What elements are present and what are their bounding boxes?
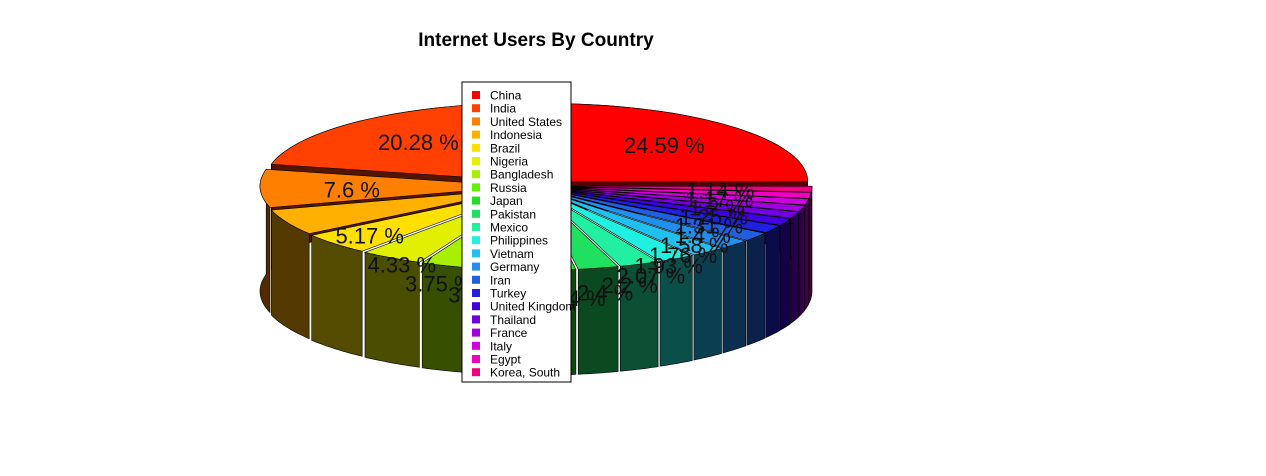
legend-label-italy: Italy [490,339,512,353]
slice-label-france: 1.25 % [679,205,748,230]
slice-side-italy [804,198,810,311]
slice-side-united-kingdom [779,218,791,331]
slice-label-germany: 1.93 % [634,254,703,279]
legend-swatch-japan [472,196,480,205]
slice-label-turkey: 1.58 % [660,233,729,258]
slice-korea-south [549,185,813,193]
slice-side-thailand [790,211,799,324]
slice-label-india: 20.28 % [378,130,459,155]
legend-label-turkey: Turkey [490,287,526,301]
legend-label-france: France [490,326,528,340]
legend-swatch-united-kingdom [472,302,480,311]
legend-label-china: China [490,89,522,103]
legend-swatch-germany [472,262,480,271]
legend-label-nigeria: Nigeria [490,155,528,169]
slice-side-iran [746,232,766,346]
slice-label-iran: 1.76 % [649,243,718,268]
legend-label-iran: Iran [490,273,511,287]
legend-swatch-united-states [472,117,480,126]
slice-indonesia [270,188,524,235]
slice-united-kingdom [548,188,792,226]
slice-label-mexico: 2.4 % [577,280,633,305]
legend-swatch-korea-south [472,368,480,377]
slice-label-vietnam: 2.07 % [617,264,686,289]
legend-label-vietnam: Vietnam [490,247,534,261]
slice-label-united-kingdom: 1.4 % [675,223,731,248]
slice-philippines [542,191,694,262]
legend-label-indonesia: Indonesia [490,128,542,142]
legend-label-germany: Germany [490,260,539,274]
legend-swatch-india [472,104,480,113]
slice-side-brazil [311,234,363,357]
slice-side-turkey [765,225,780,339]
legend-swatch-pakistan [472,209,480,218]
legend-swatch-thailand [472,315,480,324]
legend-label-pakistan: Pakistan [490,207,536,221]
legend-label-mexico: Mexico [490,221,528,235]
slice-label-china: 24.59 % [624,133,705,158]
slice-label-italy: 1.2 % [689,196,745,221]
legend-swatch-vietnam [472,249,480,258]
legend-swatch-china [472,91,480,99]
slice-iran [547,189,766,241]
legend-label-brazil: Brazil [490,141,520,155]
legend-label-united-kingdom: United Kingdom [490,300,575,314]
legend-swatch-bangladesh [472,170,480,179]
legend-label-india: India [490,102,516,116]
legend-label-russia: Russia [490,181,527,195]
legend-label-korea-south: Korea, South [490,366,560,380]
slice-side-france [798,204,805,318]
legend-label-thailand: Thailand [490,313,536,327]
legend-label-philippines: Philippines [490,234,548,248]
legend-label-egypt: Egypt [490,353,521,367]
slice-italy [549,186,810,206]
slice-turkey [547,188,781,233]
slice-germany [546,190,747,249]
slice-label-indonesia: 5.17 % [335,224,404,249]
legend-swatch-russia [472,183,480,192]
slice-label-korea-south: 1.14 % [686,178,755,203]
legend-swatch-france [472,328,480,337]
legend-label-bangladesh: Bangladesh [490,168,553,182]
slice-label-thailand: 1.31 % [675,214,744,239]
legend-swatch-nigeria [472,157,480,165]
slice-thailand [549,187,800,219]
legend-label-united-states: United States [490,115,562,129]
slice-side-egypt [808,192,812,305]
legend-swatch-italy [472,341,480,350]
legend-label-japan: Japan [490,194,523,208]
legend-swatch-brazil [472,143,480,152]
slice-egypt [549,186,812,199]
legend-swatch-mexico [472,223,480,231]
slice-china [537,103,809,182]
slice-label-philippines: 2.2 % [602,273,658,298]
legend-swatch-philippines [472,236,480,245]
chart-title: Internet Users By Country [418,30,654,51]
slice-label-brazil: 4.33 % [368,253,437,278]
legend-swatch-turkey [472,289,480,297]
slice-vietnam [544,190,723,256]
legend-swatch-indonesia [472,130,480,139]
legend-swatch-egypt [472,355,480,363]
slice-label-united-states: 7.6 % [324,177,380,202]
slice-label-egypt: 1.17 % [685,187,754,212]
slice-france [549,187,806,212]
slice-united-states [259,168,523,208]
legend-swatch-iran [472,275,480,284]
legend-box [461,81,572,383]
